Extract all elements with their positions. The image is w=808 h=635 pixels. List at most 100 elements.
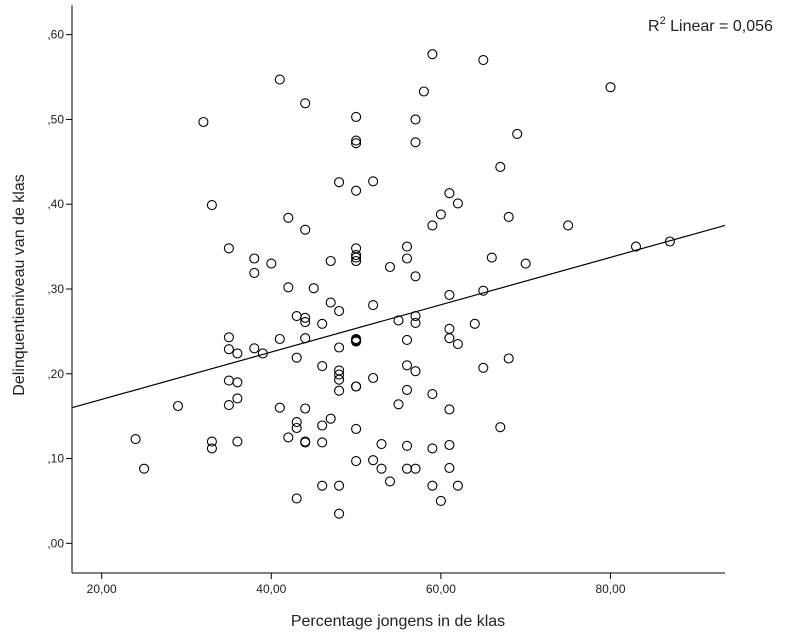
data-point [368, 372, 379, 384]
data-point [334, 508, 345, 519]
data-point [368, 455, 379, 466]
data-point [520, 258, 531, 269]
data-point [376, 439, 387, 450]
data-point [401, 360, 413, 371]
r2-annotation: R2 Linear = 0,056 [648, 15, 773, 35]
data-point [206, 200, 217, 211]
data-point [274, 333, 285, 345]
data-point [300, 312, 311, 323]
data-point [300, 98, 311, 109]
data-point [563, 220, 574, 231]
data-point [223, 344, 234, 355]
data-point [444, 323, 455, 334]
data-point [266, 258, 277, 269]
data-point [232, 348, 243, 359]
data-point [401, 384, 413, 395]
y-tick-label: ,20 [47, 367, 64, 381]
data-point [325, 297, 336, 308]
data-point [351, 111, 362, 122]
data-point [478, 285, 489, 296]
data-point [198, 116, 209, 128]
data-point [274, 74, 285, 85]
data-point [334, 342, 345, 353]
data-point [206, 443, 217, 454]
data-point [291, 493, 302, 504]
data-point [317, 437, 328, 448]
data-point [401, 334, 413, 345]
data-point [427, 443, 438, 454]
plot-area: 20,00 40,00 60,00 80,00 ,00 ,10 ,20 ,30 ,40 ,50,… [47, 5, 726, 596]
y-tick-label: ,30 [47, 282, 64, 296]
data-point [393, 315, 404, 326]
data-point [444, 333, 455, 344]
data-point [334, 374, 345, 385]
data-point [410, 271, 421, 282]
x-axis-title: Percentage jongens in de klas [291, 613, 505, 630]
data-point [444, 289, 455, 300]
data-point [351, 333, 362, 345]
data-point [410, 463, 421, 474]
data-point [351, 381, 362, 392]
data-point [325, 255, 336, 267]
data-point [308, 283, 319, 294]
data-point [452, 198, 463, 209]
data-point [452, 339, 463, 350]
data-point [401, 241, 413, 252]
data-point [274, 402, 285, 413]
data-point [249, 267, 260, 278]
data-point [351, 250, 362, 261]
data-point [334, 385, 345, 396]
data-point [223, 243, 234, 254]
data-point [351, 336, 362, 347]
data-point [351, 138, 362, 149]
x-tick-label: 40,00 [256, 582, 286, 596]
data-point [291, 422, 302, 434]
data-point [139, 463, 150, 474]
data-point [249, 343, 260, 354]
x-tick-label: 60,00 [426, 582, 456, 596]
x-ticks: 20,00 40,00 60,00 80,00 [87, 573, 626, 596]
data-point [232, 377, 243, 388]
data-point [427, 220, 438, 231]
data-point [435, 495, 446, 506]
data-point [206, 436, 217, 447]
data-point [283, 212, 294, 223]
data-point [410, 317, 421, 328]
data-point [351, 255, 362, 267]
data-point [452, 480, 463, 491]
data-point [401, 463, 413, 474]
data-point [300, 317, 311, 328]
data-point [334, 177, 345, 188]
data-point [317, 480, 328, 491]
data-point [283, 282, 294, 293]
data-point [435, 209, 446, 220]
y-tick-label: ,60 [47, 28, 64, 42]
y-tick-label: ,40 [47, 197, 64, 211]
data-point [334, 369, 345, 380]
data-point [605, 82, 616, 93]
data-point [503, 211, 514, 222]
data-point [223, 400, 234, 411]
data-point [130, 434, 141, 445]
data-point [334, 305, 345, 317]
data-point [384, 476, 396, 487]
data-point [401, 253, 413, 264]
data-point [427, 49, 438, 60]
data-point [410, 114, 421, 125]
data-point [351, 185, 362, 196]
data-point [486, 252, 497, 263]
data-point [249, 253, 260, 264]
fit-line [71, 224, 726, 409]
data-point [223, 375, 234, 386]
data-point [232, 393, 243, 404]
data-point [351, 252, 362, 263]
data-point [384, 261, 396, 273]
data-point [469, 318, 480, 329]
data-point [300, 437, 311, 448]
data-point [418, 86, 429, 97]
data-point [393, 399, 404, 410]
data-point [300, 436, 311, 447]
data-point [444, 439, 455, 451]
x-tick-label: 80,00 [595, 582, 625, 596]
